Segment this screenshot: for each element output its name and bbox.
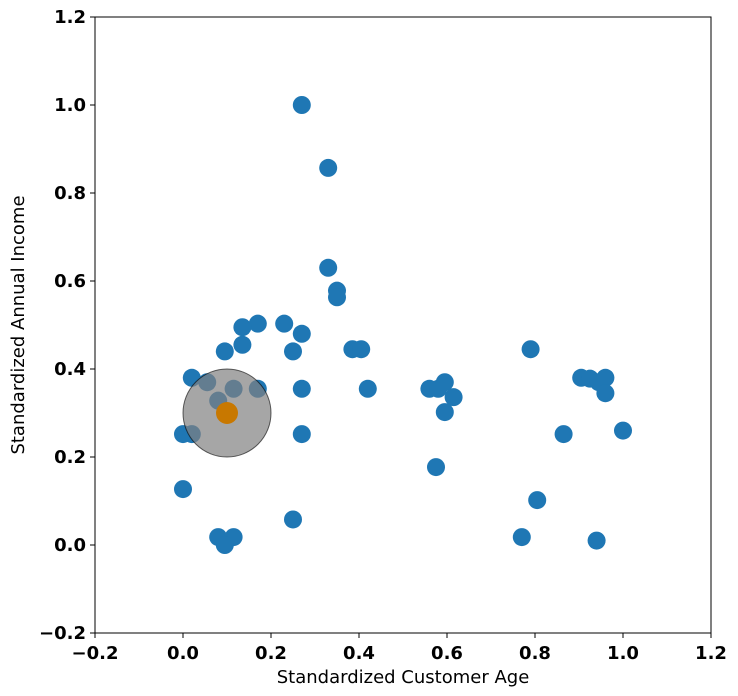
y-tick-label: 0.2: [54, 447, 86, 468]
data-point: [292, 96, 311, 114]
y-tick-label: 0.8: [54, 183, 86, 204]
y-tick-label: 0.0: [54, 535, 86, 556]
data-point: [358, 379, 377, 398]
data-point: [233, 335, 252, 354]
data-point: [284, 342, 302, 361]
data-point: [435, 373, 454, 392]
data-point: [215, 536, 234, 554]
data-point: [512, 528, 531, 547]
data-point: [427, 458, 445, 477]
x-tick-label: 0.6: [431, 643, 463, 664]
data-point: [275, 314, 294, 333]
data-point: [596, 384, 615, 403]
y-tick-label: 1.2: [54, 7, 86, 28]
y-tick-label: 1.0: [54, 95, 86, 116]
data-point: [319, 258, 338, 277]
plot-frame: [94, 16, 712, 634]
data-point: [596, 368, 615, 387]
x-tick-label: −0.2: [72, 643, 119, 664]
y-tick-label: 0.6: [54, 271, 86, 292]
y-tick-label: 0.4: [54, 359, 86, 380]
data-point: [284, 510, 302, 529]
data-point: [174, 480, 192, 499]
y-ticks: −0.2 0.0 0.2 0.4 0.6 0.8 1.0 1.2: [39, 7, 95, 644]
data-point: [521, 340, 540, 359]
x-ticks: −0.2 0.0 0.2 0.4 0.6 0.8 1.0 1.2: [72, 633, 727, 664]
y-tick-label: −0.2: [39, 623, 86, 644]
data-point: [233, 318, 252, 337]
data-point: [444, 388, 463, 407]
data-point: [352, 340, 371, 359]
overlay-layer: [182, 368, 272, 458]
data-point: [292, 425, 311, 444]
points-layer: [174, 96, 632, 554]
data-point: [319, 158, 338, 177]
y-axis-label: Standardized Annual Income: [8, 195, 29, 454]
data-point: [614, 421, 632, 440]
data-point: [215, 342, 234, 361]
data-point: [328, 288, 346, 307]
x-tick-label: 1.2: [695, 643, 727, 664]
x-tick-label: 1.0: [607, 643, 639, 664]
data-point: [587, 531, 606, 550]
data-point: [292, 379, 311, 398]
data-point: [554, 425, 573, 444]
x-tick-label: 0.2: [255, 643, 287, 664]
data-point: [248, 314, 267, 333]
data-point: [292, 324, 311, 343]
data-point: [435, 403, 454, 422]
query-point: [216, 402, 238, 424]
x-axis-label: Standardized Customer Age: [277, 667, 530, 688]
x-tick-label: 0.4: [343, 643, 375, 664]
data-point: [528, 491, 547, 510]
x-tick-label: 0.8: [519, 643, 551, 664]
x-tick-label: 0.0: [167, 643, 199, 664]
